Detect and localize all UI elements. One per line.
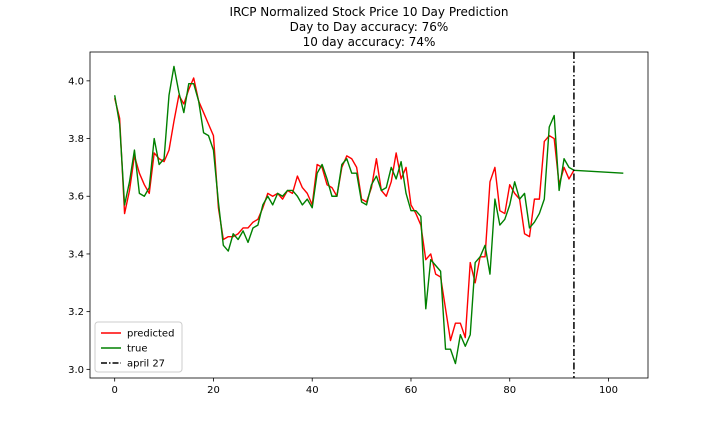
series-line-true bbox=[114, 65, 624, 365]
chart-title-line-2: Day to Day accuracy: 76% bbox=[290, 20, 449, 34]
y-tick-label-5: 4.0 bbox=[68, 76, 84, 87]
x-tick-label-100: 100 bbox=[599, 385, 618, 396]
series-line-predicted bbox=[114, 77, 575, 342]
axes-frame bbox=[89, 51, 649, 379]
x-tick-label-60: 60 bbox=[405, 385, 418, 396]
y-tick-label-3: 3.6 bbox=[68, 192, 84, 203]
legend-label-predicted: predicted bbox=[127, 329, 174, 340]
chart-title-line-1: IRCP Normalized Stock Price 10 Day Predi… bbox=[230, 5, 509, 19]
legend-label-april-27: april 27 bbox=[127, 359, 165, 370]
y-tick-label-4: 3.8 bbox=[68, 134, 84, 145]
y-tick-label-1: 3.2 bbox=[68, 307, 84, 318]
y-tick-label-2: 3.4 bbox=[68, 249, 84, 260]
legend-label-true: true bbox=[127, 344, 148, 355]
chart-title-line-3: 10 day accuracy: 74% bbox=[303, 35, 436, 49]
x-tick-label-80: 80 bbox=[503, 385, 516, 396]
plot-area: 0 20 40 60 80 100 3.0 3.2 3.4 3.6 3.8 4.0 predicted t… bbox=[68, 51, 649, 396]
x-tick-label-40: 40 bbox=[306, 385, 319, 396]
x-tick-label-20: 20 bbox=[207, 385, 220, 396]
legend-box bbox=[94, 321, 183, 373]
x-tick-label-0: 0 bbox=[112, 385, 118, 396]
y-tick-label-0: 3.0 bbox=[68, 365, 84, 376]
